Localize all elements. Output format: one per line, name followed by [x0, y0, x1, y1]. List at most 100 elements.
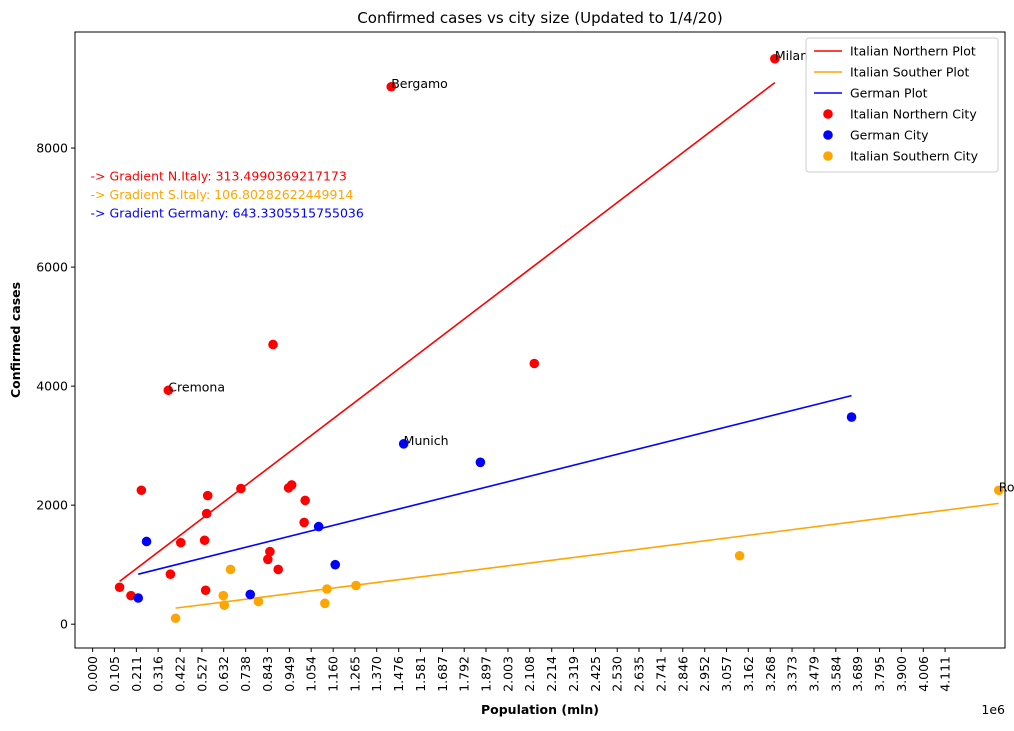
x-tick-label: 0.632	[216, 656, 231, 692]
x-tick-label: 4.111	[938, 656, 953, 692]
data-point	[253, 596, 264, 607]
data-point	[398, 439, 409, 449]
x-tick-label: 3.479	[807, 656, 822, 692]
x-tick-label: 2.952	[697, 656, 712, 692]
y-tick-label: 8000	[36, 141, 68, 156]
data-point	[268, 339, 278, 350]
x-tick-label: 3.584	[828, 656, 843, 692]
data-point	[846, 412, 857, 422]
data-point	[734, 550, 745, 561]
data-point	[202, 490, 213, 501]
x-tick-label: 1.792	[457, 656, 472, 692]
data-point	[199, 535, 210, 546]
data-point	[219, 600, 230, 610]
data-point	[200, 585, 211, 596]
data-point	[993, 485, 1004, 496]
legend-label: Italian Souther Plot	[850, 65, 970, 80]
x-tick-label: 2.530	[610, 656, 625, 692]
data-point	[386, 81, 397, 92]
x-tick-label: 3.373	[785, 656, 800, 692]
data-point	[475, 457, 486, 468]
x-tick-label: 1.581	[413, 656, 428, 692]
data-point	[263, 554, 273, 565]
x-tick-label: 2.846	[675, 656, 690, 692]
x-axis-label: Population (mln)	[481, 702, 599, 717]
x-tick-label: 2.741	[653, 656, 668, 692]
point-annotation: Rome	[999, 479, 1014, 494]
legend-label: Italian Southern City	[850, 149, 979, 164]
data-point	[330, 559, 341, 570]
x-tick-label: 2.635	[632, 656, 647, 692]
x-tick-label: 1.897	[478, 656, 493, 692]
y-tick-label: 4000	[36, 379, 68, 394]
legend-box	[805, 37, 999, 173]
point-annotation: Milan	[775, 48, 808, 63]
data-point	[141, 536, 152, 547]
data-point	[175, 537, 186, 548]
legend-label: German City	[850, 128, 929, 143]
data-point	[133, 593, 144, 603]
x-tick-label: 1.054	[304, 656, 319, 692]
data-point	[273, 564, 284, 575]
regression-line	[175, 502, 999, 609]
data-point	[236, 483, 246, 494]
data-point	[770, 53, 780, 64]
data-point	[126, 590, 136, 601]
x-tick-label: 2.214	[544, 656, 559, 692]
x-tick-label: 2.319	[566, 656, 581, 692]
x-tick-label: 2.003	[500, 656, 515, 692]
data-point	[300, 495, 310, 506]
x-tick-label: 3.689	[850, 656, 865, 692]
x-tick-label: 1.265	[347, 656, 362, 692]
data-point	[114, 582, 125, 593]
data-point	[201, 508, 212, 519]
x-tick-label: 0.211	[129, 656, 144, 692]
gradient-note: -> Gradient N.Italy: 313.4990369217173	[91, 169, 347, 184]
axes-frame	[74, 31, 1006, 649]
x-tick-label: 3.162	[741, 656, 756, 692]
x-tick-label: 0.316	[151, 656, 166, 692]
point-annotation: Bergamo	[391, 76, 448, 91]
chart-title: Confirmed cases vs city size (Updated to…	[357, 9, 722, 27]
x-tick-label: 1.370	[369, 656, 384, 692]
data-point	[163, 385, 174, 396]
data-point	[245, 589, 256, 600]
x-tick-label: 3.900	[894, 656, 909, 692]
data-point	[136, 485, 147, 496]
point-annotation: Munich	[404, 433, 449, 448]
x-axis-offset-text: 1e6	[981, 702, 1005, 717]
x-tick-label: 3.795	[872, 656, 887, 692]
data-point	[351, 580, 361, 591]
x-tick-label: 1.160	[326, 656, 341, 692]
point-annotation: Cremona	[168, 379, 225, 394]
y-tick-label: 6000	[36, 260, 68, 275]
data-point	[283, 483, 294, 493]
x-tick-label: 2.425	[588, 656, 603, 692]
legend-marker-swatch	[823, 151, 833, 161]
regression-line	[138, 394, 852, 575]
legend-label: German Plot	[850, 86, 928, 101]
gradient-note: -> Gradient Germany: 643.3305515755036	[91, 206, 364, 221]
x-tick-label: 3.268	[763, 656, 778, 692]
x-tick-label: 0.527	[194, 656, 209, 692]
x-tick-label: 3.057	[719, 656, 734, 692]
x-tick-label: 0.738	[238, 656, 253, 692]
legend-label: Italian Northern Plot	[850, 44, 976, 59]
data-point	[165, 569, 176, 579]
data-point	[265, 546, 275, 557]
legend-marker-swatch	[823, 109, 833, 119]
gradient-note: -> Gradient S.Italy: 106.80282622449914	[91, 187, 354, 202]
legend-marker-swatch	[823, 130, 833, 140]
x-tick-label: 0.000	[85, 656, 100, 692]
regression-line	[119, 81, 776, 582]
x-tick-label: 1.476	[391, 656, 406, 692]
data-point	[320, 598, 330, 609]
y-axis-label: Confirmed cases	[8, 282, 23, 398]
legend: Italian Northern Plot Italian Souther Plo…	[805, 37, 999, 173]
y-tick-label: 2000	[36, 498, 68, 513]
data-point	[170, 613, 181, 624]
x-tick-label: 0.105	[107, 656, 122, 692]
data-point	[225, 564, 236, 575]
data-point	[322, 584, 332, 594]
x-tick-label: 0.843	[260, 656, 275, 692]
